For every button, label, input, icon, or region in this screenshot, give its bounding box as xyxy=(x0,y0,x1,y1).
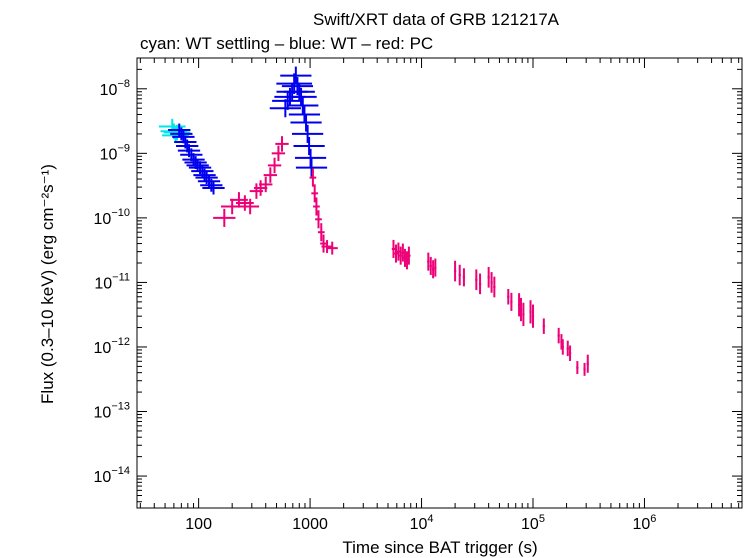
y-axis-label: Flux (0.3–10 keV) (erg cm⁻²s⁻¹) xyxy=(38,164,57,404)
data-point xyxy=(517,293,521,317)
data-point xyxy=(213,208,236,227)
data-point xyxy=(271,145,286,162)
x-axis-label: Time since BAT trigger (s) xyxy=(342,538,537,557)
data-point xyxy=(568,345,572,361)
x-tick-label: 100 xyxy=(185,516,212,533)
data-point xyxy=(429,256,432,275)
data-point xyxy=(295,158,328,177)
data-point xyxy=(396,242,401,261)
data-point xyxy=(583,362,586,376)
data-point xyxy=(269,99,301,118)
data-point xyxy=(313,197,320,216)
data-point xyxy=(475,269,478,291)
data-point xyxy=(311,184,319,203)
data-point xyxy=(290,113,322,132)
data-point xyxy=(586,354,589,373)
data-point xyxy=(287,96,319,115)
data-point xyxy=(478,273,482,295)
data-point xyxy=(182,153,205,167)
data-point xyxy=(263,167,278,183)
data-point xyxy=(280,66,312,85)
data-point xyxy=(529,300,532,324)
plot-frame xyxy=(136,57,743,509)
chart-title: Swift/XRT data of GRB 121217A xyxy=(313,10,560,29)
data-point xyxy=(458,264,461,286)
series-2 xyxy=(213,136,589,376)
data-point xyxy=(326,241,338,255)
y-tick-label: 10−14 xyxy=(94,465,130,486)
data-point xyxy=(462,268,466,287)
data-point xyxy=(522,302,525,326)
data-point xyxy=(490,272,493,293)
data-point xyxy=(193,168,216,182)
data-point xyxy=(407,246,411,265)
y-tick-label: 10−11 xyxy=(94,271,130,292)
y-tick-label: 10−12 xyxy=(94,336,130,357)
data-point xyxy=(431,260,435,279)
x-tick-label: 105 xyxy=(521,513,545,533)
plot-axes: 100 1000 104 105 106 10−14 10−13 10−12 10−11 10−1… xyxy=(94,57,743,533)
data-point xyxy=(288,105,321,124)
data-point xyxy=(320,234,327,253)
y-tick-label: 10−9 xyxy=(100,142,130,163)
data-point xyxy=(186,158,209,172)
data-points xyxy=(158,66,589,376)
y-tick-label: 10−10 xyxy=(94,207,130,228)
data-point xyxy=(309,168,317,187)
data-point xyxy=(317,223,325,242)
data-point xyxy=(272,91,304,110)
data-point xyxy=(531,304,535,328)
data-point xyxy=(200,178,223,192)
x-tick-label: 106 xyxy=(633,513,657,533)
data-point xyxy=(453,260,457,282)
chart-subtitle: cyan: WT settling – blue: WT – red: PC xyxy=(140,34,433,53)
data-point xyxy=(170,127,193,141)
data-point xyxy=(542,318,545,334)
data-point xyxy=(267,157,282,174)
data-point xyxy=(493,276,496,298)
data-point xyxy=(510,292,513,311)
x-tick-label: 1000 xyxy=(292,516,328,533)
data-point xyxy=(434,258,437,277)
data-point xyxy=(241,198,260,215)
data-point xyxy=(394,244,398,263)
data-point xyxy=(293,136,325,156)
data-point xyxy=(276,73,313,95)
data-point xyxy=(566,340,569,357)
data-point xyxy=(275,136,289,152)
data-point xyxy=(519,297,523,322)
data-point xyxy=(557,327,560,344)
data-point xyxy=(391,239,396,258)
data-point xyxy=(321,240,333,253)
y-tick-label: 10−13 xyxy=(94,401,130,422)
y-tick-label: 10−8 xyxy=(100,78,130,99)
data-point xyxy=(399,246,403,265)
series-1 xyxy=(168,66,328,195)
x-tick-label: 104 xyxy=(410,513,434,533)
data-point xyxy=(576,361,579,375)
data-point xyxy=(507,289,510,305)
data-point xyxy=(291,124,324,143)
data-point xyxy=(561,339,564,355)
data-point xyxy=(285,87,317,106)
data-point xyxy=(259,176,273,193)
data-point xyxy=(487,266,490,288)
data-point xyxy=(427,252,430,271)
data-point xyxy=(202,181,225,195)
data-point xyxy=(315,210,322,229)
